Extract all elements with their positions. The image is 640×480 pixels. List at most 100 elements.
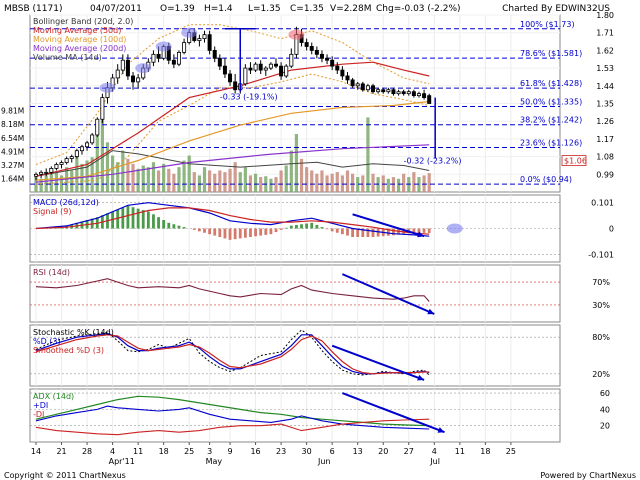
volume-bar	[366, 117, 370, 192]
candle-body	[131, 75, 136, 83]
macd-histogram-bar	[254, 228, 257, 237]
trend-arrow	[331, 344, 425, 381]
macd-histogram-bar	[157, 217, 160, 229]
plus-di-line	[35, 405, 430, 430]
volume-bar	[310, 170, 314, 192]
candle-body	[427, 95, 432, 104]
volume-bar	[177, 167, 181, 192]
header-low: L=1.35	[248, 4, 281, 14]
x-day-label: 9	[227, 447, 232, 456]
pane-frame-rsi	[29, 264, 561, 323]
candle-body	[360, 83, 365, 91]
legend-entry: Moving Average (200d)	[33, 44, 126, 53]
x-day-label: 27	[404, 447, 414, 456]
price-tick-label: 1.44	[596, 82, 614, 91]
x-day-label: 13	[353, 447, 363, 456]
legend-entry: Smoothed %D (3)	[33, 346, 104, 355]
macd-histogram-bar	[141, 210, 145, 229]
volume-bar	[151, 162, 156, 192]
macd-histogram-bar	[422, 228, 426, 233]
legend-entry: +DI	[33, 401, 48, 410]
volume-bar	[243, 167, 247, 192]
x-day-label: 20	[378, 447, 388, 456]
candle-body	[319, 53, 324, 59]
volume-bar	[182, 160, 186, 192]
header-close: C=1.35	[290, 4, 324, 14]
candle-body	[217, 57, 222, 67]
x-month-label: Apr'11	[109, 457, 135, 466]
moving-average-50d-line	[35, 61, 430, 177]
price-flag-box	[561, 155, 587, 166]
volume-bar	[162, 163, 166, 192]
macd-histogram-bar	[366, 228, 370, 238]
volume-bar	[59, 175, 64, 192]
candle-body	[406, 91, 411, 95]
candle-body	[202, 34, 207, 40]
legend-entry: Stochastic %K (14d)	[33, 328, 114, 337]
volume-tick-label: 6.54M	[1, 134, 24, 143]
highlight-ellipse	[155, 41, 172, 52]
rsi-line	[35, 278, 430, 302]
macd-histogram-bar	[264, 228, 268, 235]
macd-histogram-bar	[233, 228, 237, 240]
price-tick-label: 1.35	[596, 100, 614, 109]
macd-histogram-bar	[274, 228, 278, 233]
macd-histogram-bar	[427, 228, 431, 234]
candle-body	[243, 67, 248, 85]
macd-histogram-bar	[289, 225, 293, 229]
header-high: H=1.4	[204, 4, 233, 14]
fib-level-label: 50.0% ($1.335)	[520, 97, 582, 106]
macd-histogram-bar	[167, 222, 171, 229]
candle-body	[411, 91, 416, 97]
price-tick-label: 1.53	[596, 64, 614, 73]
trend-arrow-head	[427, 308, 435, 315]
price-tick-label: 1.80	[596, 11, 614, 20]
header-date: 04/07/2011	[90, 4, 142, 14]
candle-body	[64, 158, 69, 163]
legend-entry: RSI (14d)	[33, 268, 70, 277]
candle-body	[258, 63, 263, 71]
macd-histogram-bar	[182, 227, 186, 229]
macd-histogram-bar	[238, 228, 242, 239]
volume-bar	[192, 172, 196, 192]
volume-bar	[172, 173, 176, 192]
x-day-label: 21	[56, 447, 66, 456]
candle-body	[284, 65, 289, 77]
macd-histogram-bar	[279, 228, 283, 230]
macd-histogram-bar	[284, 227, 288, 229]
candle-body	[79, 146, 84, 152]
header-volume: V=2.28M	[330, 4, 372, 14]
candle-body	[171, 59, 176, 65]
legend-entry: ADX (14d)	[33, 392, 74, 401]
candle-body	[335, 65, 340, 71]
x-day-label: 28	[82, 447, 92, 456]
candle-body	[355, 83, 360, 87]
fib-level-label: 78.6% ($1.581)	[520, 49, 582, 58]
macd-histogram-bar	[208, 228, 212, 235]
annotation-label: -0.32 (-23.2%)	[404, 156, 462, 165]
candle-body	[253, 63, 258, 71]
volume-bar	[412, 172, 416, 192]
candle-body	[39, 171, 44, 175]
x-day-label: 25	[506, 447, 516, 456]
chart-marks: 1.80 1.71 1.62 1.53 1.44 1.35 1.26 1.17 1.08 0.99…	[1, 11, 614, 466]
highlight-ellipse	[181, 27, 198, 38]
macd-histogram-bar	[325, 228, 329, 230]
header-symbol: MBSB (1171)	[4, 4, 62, 14]
legend-entry: Moving Average (50d)	[33, 26, 121, 35]
price-tick-label: 1.26	[596, 117, 614, 126]
x-day-label: 18	[480, 447, 490, 456]
macd-histogram-bar	[146, 211, 150, 229]
volume-bar	[238, 172, 242, 192]
stochastic-smoothed-d-line	[35, 334, 430, 375]
fib-level-label: 100% ($1.73)	[520, 20, 575, 29]
chart-panes	[29, 14, 561, 443]
volume-bar	[299, 158, 304, 192]
candle-body	[396, 91, 401, 95]
volume-bar	[213, 173, 217, 192]
candle-body	[222, 65, 227, 75]
candle-body	[263, 67, 268, 71]
candle-body	[44, 171, 49, 174]
x-day-label: 14	[31, 447, 41, 456]
